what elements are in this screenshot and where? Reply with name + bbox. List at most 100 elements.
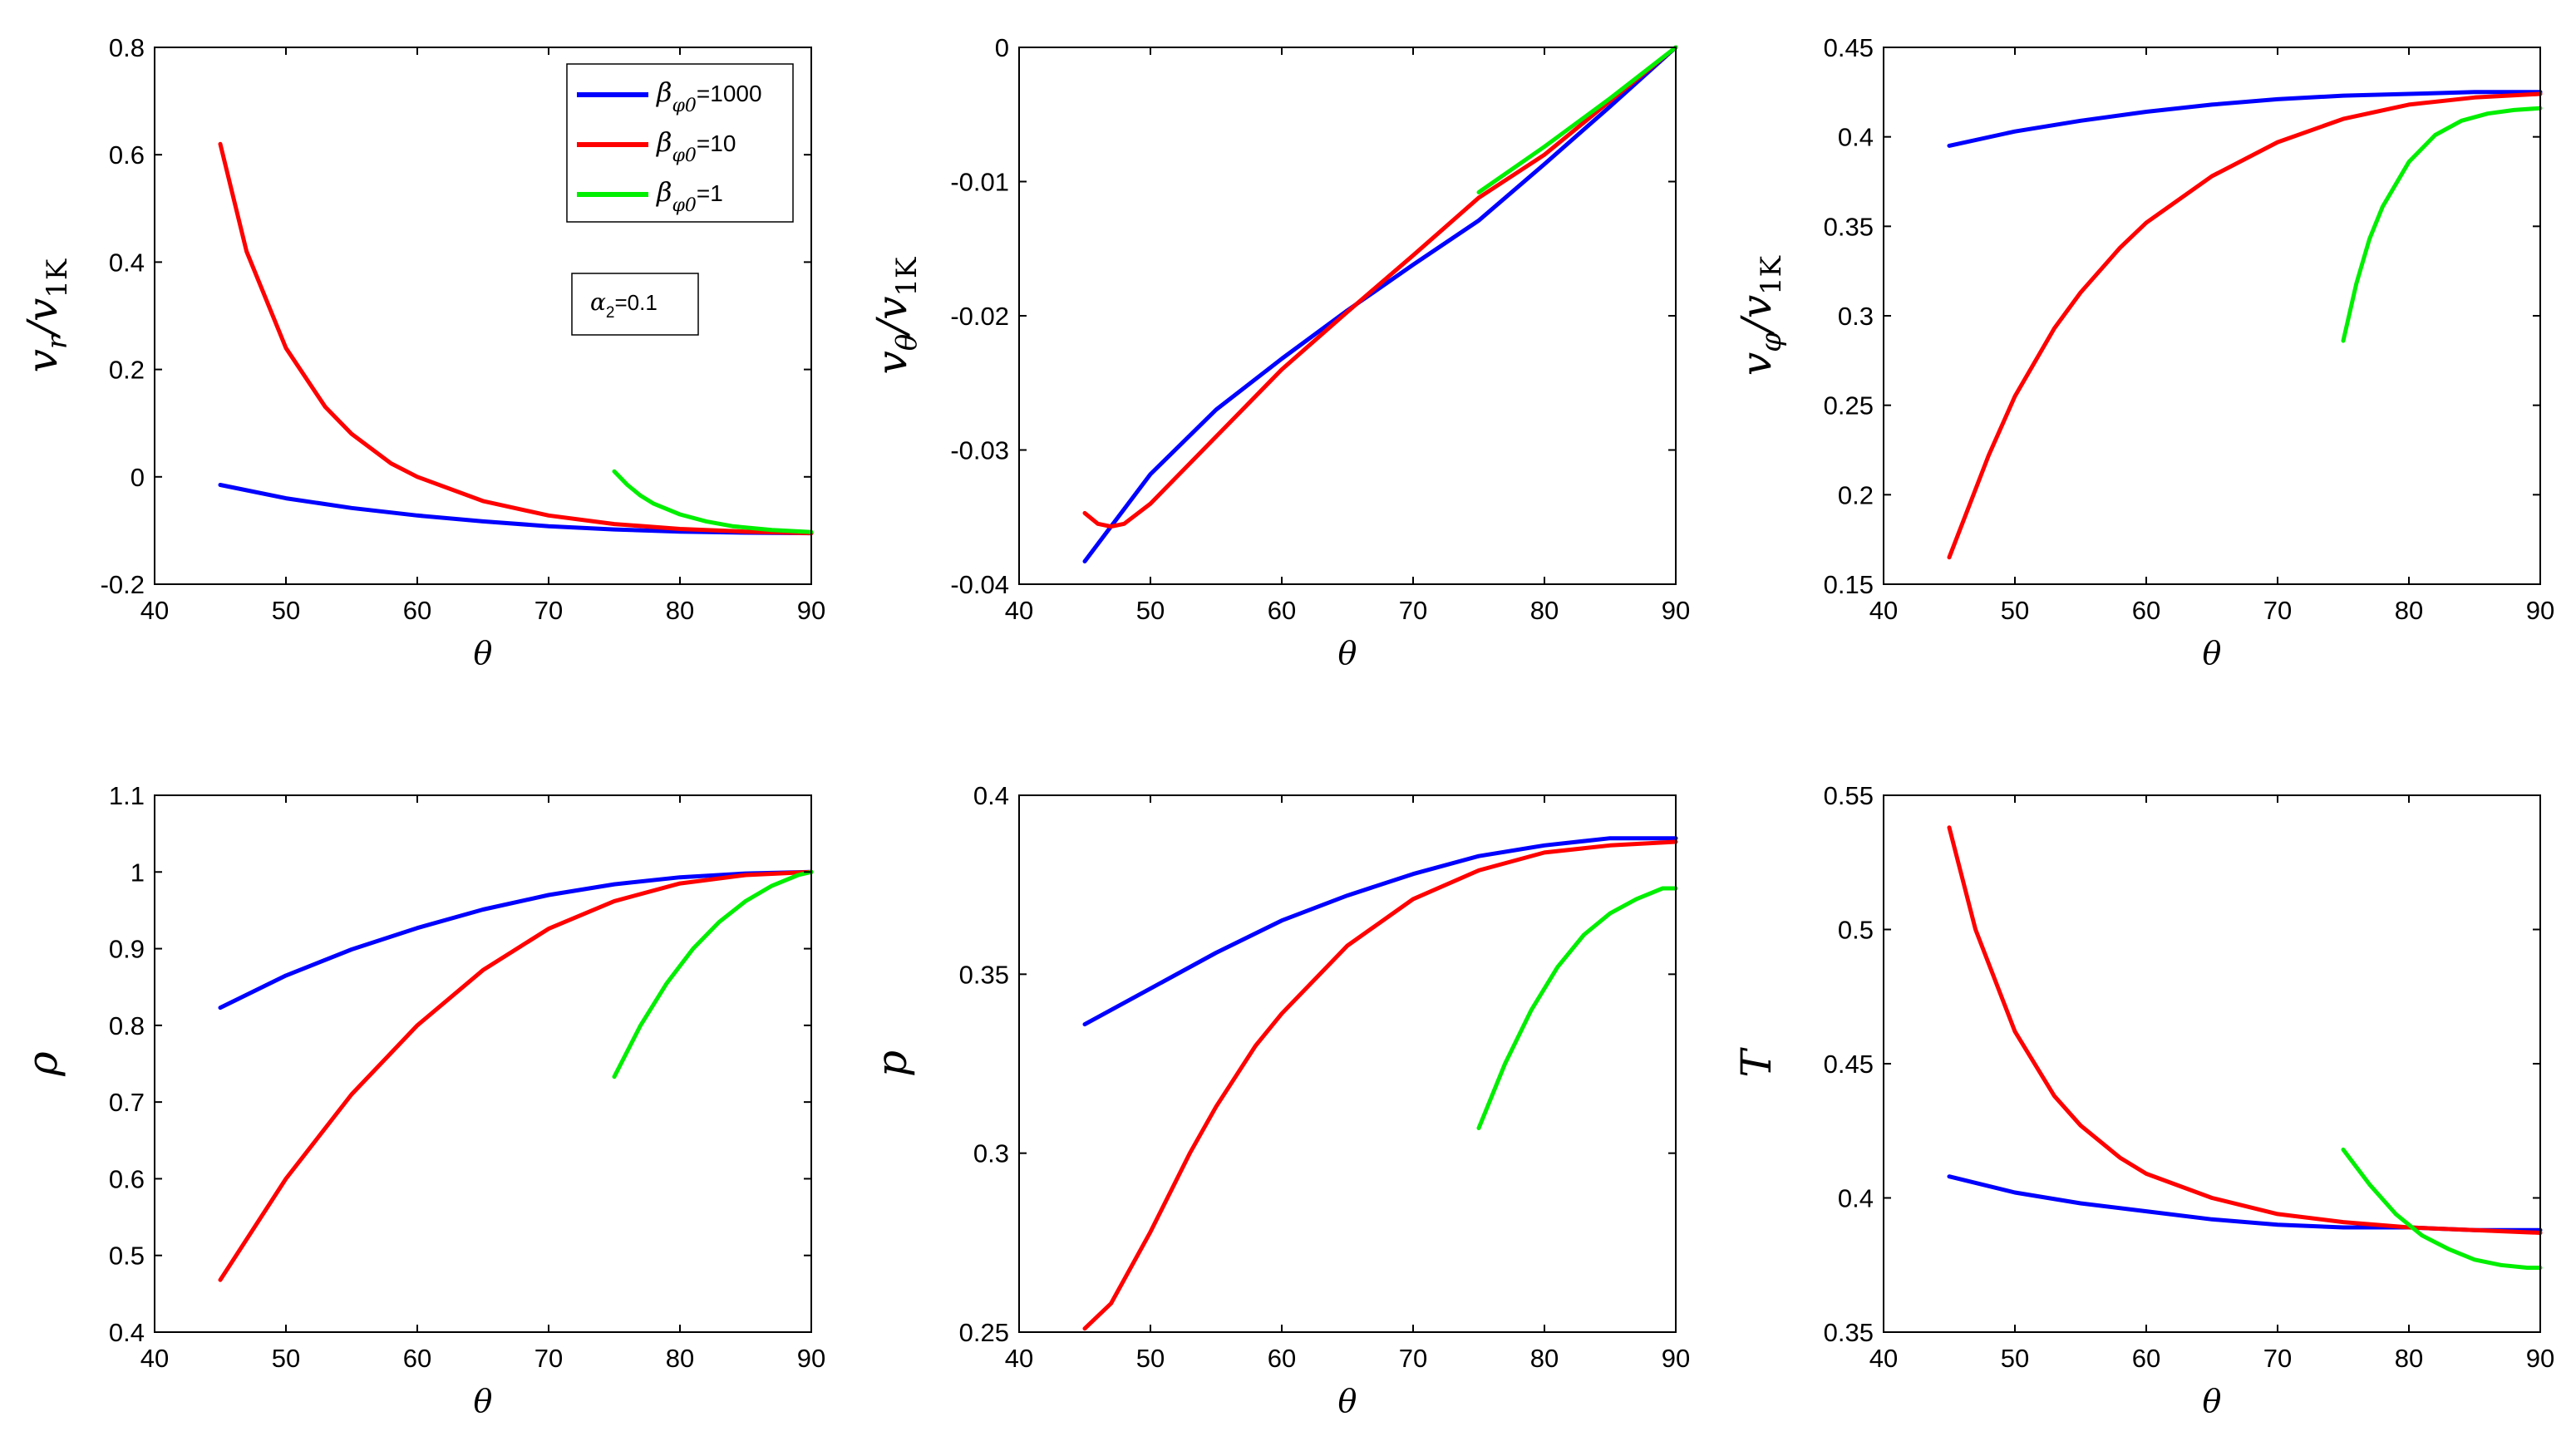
y-tick-label: 1	[131, 858, 145, 887]
series-line-2	[218, 869, 814, 1282]
x-tick-label: 40	[1869, 596, 1898, 625]
x-tick-label: 40	[1005, 596, 1033, 625]
y-tick-label: 0.9	[109, 935, 145, 964]
y-tick-label: 0.8	[109, 33, 145, 62]
series-line-3	[612, 869, 814, 1079]
panel-3: 40 50 60 70 80 90 0.15 0.2 0.25 0.3 0.35 0.4 0.45 θ vφ…	[1732, 33, 2554, 671]
y-tick-label: 0.35	[959, 960, 1009, 989]
series-line-2	[1082, 45, 1678, 529]
x-tick-label: 70	[534, 1344, 563, 1373]
annotation-box	[571, 273, 699, 336]
y-axis-label: T	[1732, 1047, 1781, 1078]
y-tick-label: 0.4	[109, 1318, 145, 1347]
series-line-3	[2341, 1147, 2543, 1270]
series-line-1	[1947, 90, 2543, 148]
x-tick-label: 60	[1268, 596, 1296, 625]
y-tick-label: -0.01	[950, 168, 1009, 197]
y-tick-label: 1.1	[109, 781, 145, 810]
y-tick-label: 0	[995, 33, 1009, 62]
x-tick-label: 40	[140, 1344, 169, 1373]
y-tick-label: 0.45	[1824, 1050, 1874, 1079]
x-tick-label: 50	[272, 596, 300, 625]
y-tick-label: 0.4	[1838, 1184, 1874, 1213]
x-tick-label: 70	[2263, 596, 2292, 625]
series-line-2	[1947, 825, 2543, 1235]
x-tick-label: 70	[1399, 596, 1427, 625]
x-tick-label: 90	[2526, 1344, 2554, 1373]
legend-label: βφ0=1000	[656, 76, 762, 116]
x-tick-label: 50	[2001, 596, 2029, 625]
x-tick-label: 80	[2395, 596, 2423, 625]
y-tick-label: -0.04	[950, 570, 1009, 599]
x-tick-label: 80	[1530, 596, 1559, 625]
x-tick-label: 90	[1662, 596, 1690, 625]
series-line-1	[1082, 836, 1678, 1027]
panel-4: 40 50 60 70 80 90 0.4 0.5 0.6 0.7 0.8 0.9 1 1.1 θ ρ	[18, 781, 825, 1419]
panel-2: 40 50 60 70 80 90 -0.04 -0.03 -0.02 -0.01 0 θ vθ/v1K	[868, 33, 1690, 671]
y-tick-label: -0.02	[950, 302, 1009, 331]
y-tick-label: 0.55	[1824, 781, 1874, 810]
y-tick-label: 0.6	[109, 1164, 145, 1193]
x-tick-label: 40	[140, 596, 169, 625]
panel-6: 40 50 60 70 80 90 0.35 0.4 0.45 0.5 0.55 θ T	[1732, 781, 2554, 1419]
y-tick-label: 0.25	[959, 1318, 1009, 1347]
x-axis-label: θ	[2203, 635, 2222, 671]
y-tick-label: 0.2	[1838, 480, 1874, 509]
y-tick-label: 0.4	[973, 781, 1009, 810]
x-tick-label: 60	[403, 1344, 431, 1373]
x-tick-label: 90	[797, 1344, 825, 1373]
y-tick-label: 0.5	[1838, 916, 1874, 945]
x-axis-label: θ	[2203, 1383, 2222, 1419]
axes-frame	[1018, 794, 1677, 1333]
y-tick-label: 0.35	[1824, 212, 1874, 241]
y-tick-label: 0.15	[1824, 570, 1874, 599]
y-tick-label: 0.4	[1838, 123, 1874, 152]
axes-frame	[1883, 47, 2541, 585]
y-axis-label: ρ	[18, 1051, 66, 1077]
x-tick-label: 40	[1005, 1344, 1033, 1373]
x-tick-label: 60	[2132, 1344, 2160, 1373]
panel-5: 40 50 60 70 80 90 0.25 0.3 0.35 0.4 θ p	[868, 781, 1690, 1419]
y-tick-label: -0.2	[101, 570, 145, 599]
y-tick-label: -0.03	[950, 436, 1009, 465]
x-tick-label: 90	[1662, 1344, 1690, 1373]
series-line-2	[1947, 91, 2543, 560]
x-tick-label: 50	[1136, 1344, 1165, 1373]
series-line-2	[1082, 839, 1678, 1331]
x-tick-label: 80	[1530, 1344, 1559, 1373]
annotation: α2=0.1	[571, 273, 699, 336]
axes-frame	[154, 794, 812, 1333]
axes-frame	[154, 47, 812, 585]
x-axis-label: θ	[1338, 1383, 1357, 1419]
y-tick-label: 0.3	[973, 1139, 1009, 1168]
legend: βφ0=1000 βφ0=10 βφ0=1	[566, 63, 794, 223]
y-tick-label: 0.25	[1824, 391, 1874, 420]
x-tick-label: 60	[403, 596, 431, 625]
y-axis-label: vφ/v1K	[1732, 255, 1788, 376]
x-axis-label: θ	[1338, 635, 1357, 671]
x-tick-label: 90	[797, 596, 825, 625]
series-line-1	[218, 869, 814, 1011]
y-tick-label: 0.6	[109, 140, 145, 170]
y-axis-label: vθ/v1K	[868, 257, 924, 374]
series-line-3	[612, 469, 814, 534]
y-tick-label: 0.5	[109, 1242, 145, 1271]
x-tick-label: 50	[2001, 1344, 2029, 1373]
y-tick-label: 0.7	[109, 1088, 145, 1117]
x-tick-label: 50	[1136, 596, 1165, 625]
x-tick-label: 50	[272, 1344, 300, 1373]
panel-1: 40 50 60 70 80 90 -0.2 0 0.2 0.4 0.6 0.8 θ vr/v1K βφ0=…	[18, 33, 825, 671]
x-tick-label: 90	[2526, 596, 2554, 625]
annotation-label: α2=0.1	[590, 288, 658, 322]
y-tick-label: 0.2	[109, 356, 145, 385]
x-tick-label: 80	[666, 596, 694, 625]
x-tick-label: 70	[2263, 1344, 2292, 1373]
series-line-3	[2341, 106, 2543, 343]
y-axis-label: p	[868, 1050, 916, 1077]
series-line-2	[218, 141, 814, 536]
y-tick-label: 0.4	[109, 248, 145, 277]
series-line-1	[1947, 1174, 2543, 1232]
series-line-1	[1082, 45, 1678, 563]
series-line-3	[1476, 886, 1678, 1130]
